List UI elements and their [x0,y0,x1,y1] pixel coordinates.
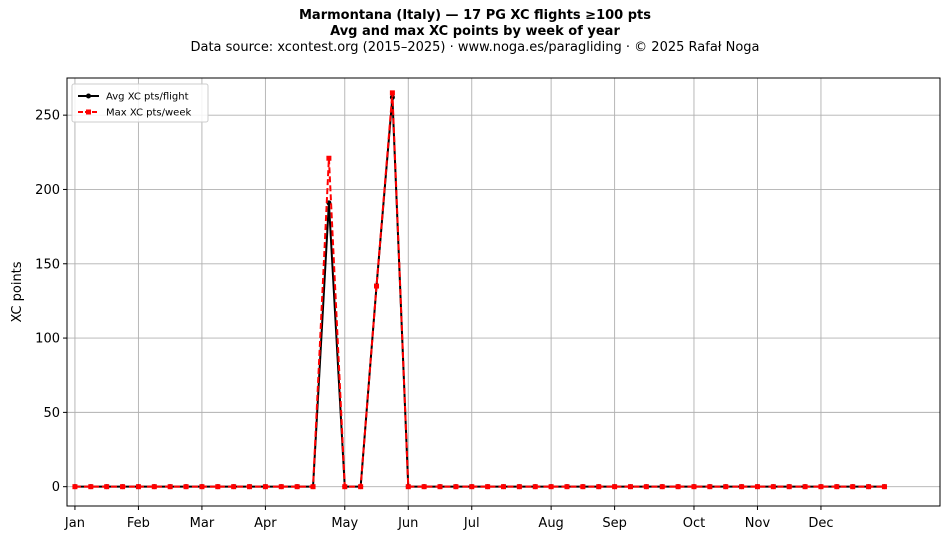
x-tick-label-nov: Nov [745,516,771,531]
y-tick-label: 150 [35,257,60,272]
chart-title: Marmontana (Italy) — 17 PG XC flights ≥1… [299,8,651,23]
data-point-max [596,484,602,490]
data-point-max [294,484,300,490]
x-tick-label-oct: Oct [683,516,705,531]
data-point-max [532,484,538,490]
x-tick-label-may: May [331,516,358,531]
data-point-max [786,484,792,490]
data-point-max [516,484,522,490]
data-point-max [405,484,411,490]
data-point-max [659,484,665,490]
x-tick-label-apr: Apr [254,516,277,531]
data-point-max [326,155,332,161]
data-point-max [135,484,141,490]
data-point-max [754,484,760,490]
grid-lines [67,78,940,506]
data-point-max [548,484,554,490]
x-tick-label-jan: Jan [64,516,85,531]
data-point-max [342,484,348,490]
data-point-max [580,484,586,490]
data-point-max [643,484,649,490]
data-point-max [72,484,78,490]
data-point-max [215,484,221,490]
data-point-max [278,484,284,490]
chart-subtitle: Avg and max XC points by week of year [330,24,620,39]
legend: Avg XC pts/flight Max XC pts/week [71,83,209,123]
data-point-max [374,283,380,289]
data-point-max [310,484,316,490]
legend-label-max: Max XC pts/week [106,108,191,119]
axis-ticks: 0 50 100 150 200 250 Jan Feb Mar Apr May Jun Jul Aug S… [35,109,833,531]
data-point-max [469,484,475,490]
data-point-max [501,484,506,490]
data-point-max [183,484,189,490]
data-point-max [485,484,491,490]
data-point-max [770,484,776,490]
y-axis-label: XC points [10,261,25,322]
legend-box [71,83,209,123]
data-point-max [739,484,745,490]
x-tick-label-sep: Sep [602,516,627,531]
y-tick-label: 100 [35,332,60,347]
y-tick-label: 50 [43,406,60,421]
x-tick-label-dec: Dec [808,516,833,531]
data-point-max [247,484,253,490]
data-point-max [818,484,824,490]
chart-titles: Marmontana (Italy) — 17 PG XC flights ≥1… [0,8,950,56]
data-point-max [802,484,808,490]
x-tick-label-jul: Jul [463,516,480,531]
data-point-max [612,484,618,490]
legend-swatch-marker-avg [86,93,91,99]
data-point-max [881,484,887,490]
data-point-max [167,484,173,490]
data-point-max [691,484,697,490]
data-point-max [437,484,443,490]
series-layer [72,90,887,490]
data-point-max [850,484,856,490]
series-line-max [74,91,885,488]
chart-source: Data source: xcontest.org (2015–2025) · … [190,40,760,55]
data-point-max [421,484,427,490]
data-point-max [834,484,840,490]
x-tick-label-jun: Jun [397,516,418,531]
plot-frame [66,77,941,507]
data-point-max [707,484,713,490]
series-avg [72,94,887,490]
data-point-max [723,484,729,490]
data-point-max [453,484,459,490]
data-point-max [262,484,268,490]
y-tick-label: 250 [35,109,60,124]
data-point-max [231,484,237,490]
y-tick-label: 200 [35,183,60,198]
data-point-max [120,484,126,490]
data-point-max [358,484,364,490]
x-tick-label-feb: Feb [127,516,150,531]
x-tick-label-mar: Mar [190,516,215,531]
x-tick-label-aug: Aug [538,516,563,531]
data-point-max [564,484,570,490]
series-max [72,90,887,490]
y-tick-label: 0 [52,480,60,495]
data-point-max [199,484,205,490]
data-point-max [627,484,633,490]
data-point-max [675,484,681,490]
legend-swatch-marker-max [86,109,91,115]
data-point-max [389,90,395,96]
data-point-max [866,484,872,490]
data-point-max [151,484,157,490]
data-point-max [88,484,94,490]
legend-label-avg: Avg XC pts/flight [106,92,189,103]
data-point-max [104,484,110,490]
series-line-avg [74,96,885,488]
